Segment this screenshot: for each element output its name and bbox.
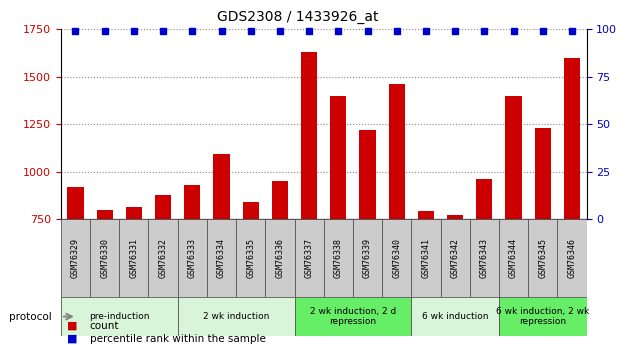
Bar [447, 215, 463, 345]
Text: count: count [90, 321, 119, 331]
Bar [476, 179, 492, 345]
Text: percentile rank within the sample: percentile rank within the sample [90, 334, 265, 344]
Bar [412, 297, 499, 336]
Bar [184, 185, 201, 345]
Bar [294, 297, 412, 336]
Bar [243, 202, 259, 345]
Bar [119, 219, 149, 297]
Bar [67, 187, 83, 345]
Text: GSM76343: GSM76343 [480, 238, 489, 278]
Bar [382, 219, 412, 297]
Text: GSM76345: GSM76345 [538, 238, 547, 278]
Text: ■: ■ [67, 334, 78, 344]
Bar [149, 219, 178, 297]
Text: GSM76336: GSM76336 [276, 238, 285, 278]
Text: GSM76341: GSM76341 [421, 238, 430, 278]
Bar [324, 219, 353, 297]
Text: GSM76342: GSM76342 [451, 238, 460, 278]
Bar [470, 219, 499, 297]
Bar [155, 195, 171, 345]
Text: GSM76334: GSM76334 [217, 238, 226, 278]
Bar [272, 181, 288, 345]
Text: 6 wk induction: 6 wk induction [422, 312, 488, 321]
Bar [97, 209, 113, 345]
Text: GSM76329: GSM76329 [71, 238, 80, 278]
Bar [353, 219, 382, 297]
Bar [499, 219, 528, 297]
Bar [418, 211, 434, 345]
Bar [61, 297, 178, 336]
Bar [506, 96, 522, 345]
Text: GSM76335: GSM76335 [246, 238, 255, 278]
Text: GSM76338: GSM76338 [334, 238, 343, 278]
Bar [178, 219, 207, 297]
Bar [236, 219, 265, 297]
Text: pre-induction: pre-induction [89, 312, 149, 321]
Bar [207, 219, 236, 297]
Bar [90, 219, 119, 297]
Text: 2 wk induction: 2 wk induction [203, 312, 269, 321]
Bar [330, 96, 346, 345]
Text: 6 wk induction, 2 wk
repression: 6 wk induction, 2 wk repression [496, 307, 589, 326]
Bar [360, 130, 376, 345]
Bar [301, 52, 317, 345]
Text: GSM76337: GSM76337 [304, 238, 313, 278]
Bar [528, 219, 557, 297]
Bar [535, 128, 551, 345]
Bar [388, 84, 404, 345]
Text: GSM76332: GSM76332 [158, 238, 167, 278]
Text: GSM76344: GSM76344 [509, 238, 518, 278]
Bar [294, 219, 324, 297]
Text: ■: ■ [67, 321, 78, 331]
Text: GDS2308 / 1433926_at: GDS2308 / 1433926_at [217, 10, 378, 24]
Bar [440, 219, 470, 297]
Text: GSM76339: GSM76339 [363, 238, 372, 278]
Text: GSM76346: GSM76346 [567, 238, 576, 278]
Text: 2 wk induction, 2 d
repression: 2 wk induction, 2 d repression [310, 307, 396, 326]
Text: GSM76330: GSM76330 [100, 238, 109, 278]
Bar [213, 154, 229, 345]
Text: GSM76340: GSM76340 [392, 238, 401, 278]
Bar [499, 297, 587, 336]
Bar [61, 219, 90, 297]
Bar [126, 207, 142, 345]
Bar [557, 219, 587, 297]
Text: GSM76331: GSM76331 [129, 238, 138, 278]
Bar [412, 219, 440, 297]
Bar [178, 297, 294, 336]
Bar [564, 58, 580, 345]
Text: protocol: protocol [8, 312, 51, 322]
Text: GSM76333: GSM76333 [188, 238, 197, 278]
Bar [265, 219, 294, 297]
